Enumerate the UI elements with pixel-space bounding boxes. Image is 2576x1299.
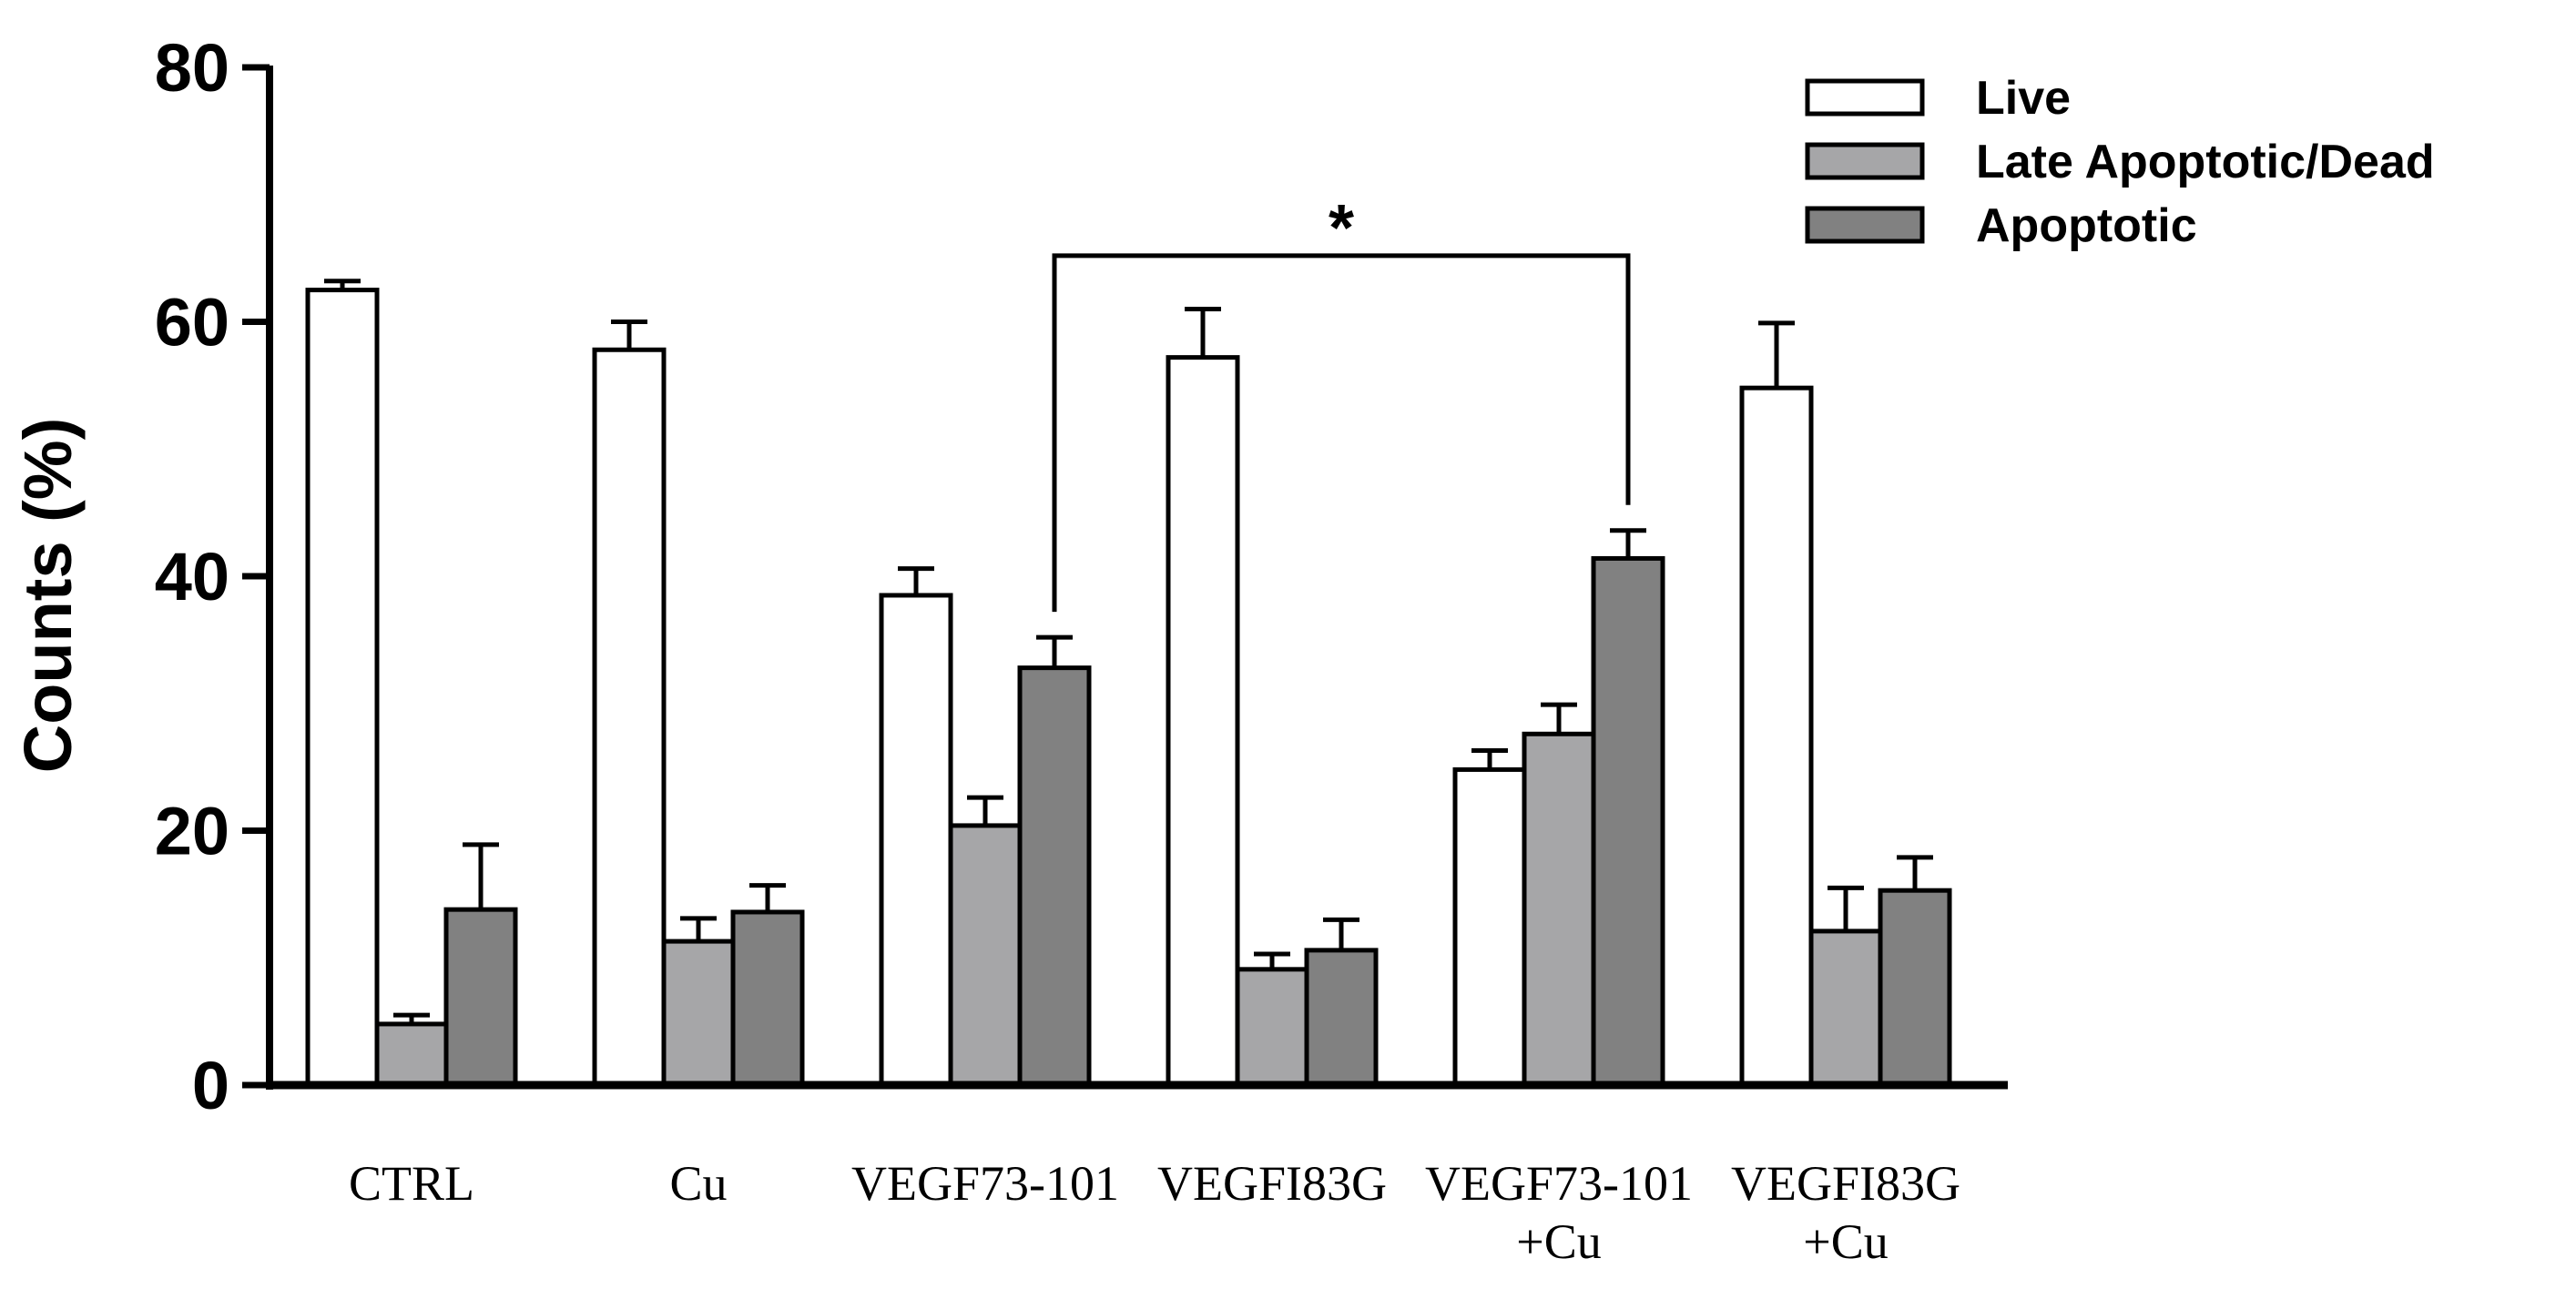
bar-live-1 [592,347,667,1088]
x-category-label-1-0: Cu [669,1156,727,1211]
bar-live-2 [879,593,953,1088]
bar-apoptotic-1 [730,909,805,1088]
bar-late-apoptotic-dead-5 [1808,929,1883,1088]
y-tick-label-20: 20 [155,794,229,869]
legend-swatch-live [1805,78,1925,117]
bar-late-apoptotic-dead-3 [1235,967,1309,1088]
bar-late-apoptotic-dead-4 [1522,731,1596,1088]
x-category-label-5-1: +Cu [1803,1214,1888,1269]
legend-swatch-late-apoptotic-dead [1805,142,1925,180]
legend-label-live: Live [1976,72,2071,125]
bar-apoptotic-4 [1591,555,1665,1088]
y-tick-label-60: 60 [155,285,229,360]
x-category-label-4-1: +Cu [1516,1214,1601,1269]
bar-live-3 [1166,355,1240,1088]
bar-live-5 [1739,385,1814,1088]
legend-label-apoptotic: Apoptotic [1976,199,2197,252]
x-category-label-2-0: VEGF73-101 [851,1156,1119,1211]
legend-swatch-apoptotic [1805,206,1925,244]
bar-late-apoptotic-dead-2 [948,823,1023,1088]
y-tick-label-40: 40 [155,539,229,614]
y-tick-label-0: 0 [192,1048,229,1123]
bar-apoptotic-0 [443,907,518,1088]
bar-apoptotic-2 [1017,665,1092,1088]
bar-live-4 [1452,766,1527,1088]
y-axis-label: Counts (%) [10,418,86,774]
bar-late-apoptotic-dead-1 [661,939,736,1088]
bar-apoptotic-3 [1304,948,1379,1088]
x-category-label-3-0: VEGFI83G [1157,1156,1387,1211]
legend-label-late-apoptotic-dead: Late Apoptotic/Dead [1976,136,2435,188]
x-category-label-5-0: VEGFI83G [1731,1156,1960,1211]
significance-marker-0: * [1329,192,1354,265]
x-category-label-4-0: VEGF73-101 [1425,1156,1693,1211]
x-category-label-0-0: CTRL [349,1156,474,1211]
significance-bracket-0 [1052,253,1631,613]
bar-late-apoptotic-dead-0 [374,1021,449,1088]
y-tick-label-80: 80 [155,30,229,106]
bar-apoptotic-5 [1878,888,1952,1088]
bar-live-0 [305,288,380,1088]
